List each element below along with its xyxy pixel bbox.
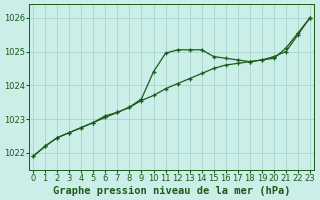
X-axis label: Graphe pression niveau de la mer (hPa): Graphe pression niveau de la mer (hPa) <box>53 186 290 196</box>
